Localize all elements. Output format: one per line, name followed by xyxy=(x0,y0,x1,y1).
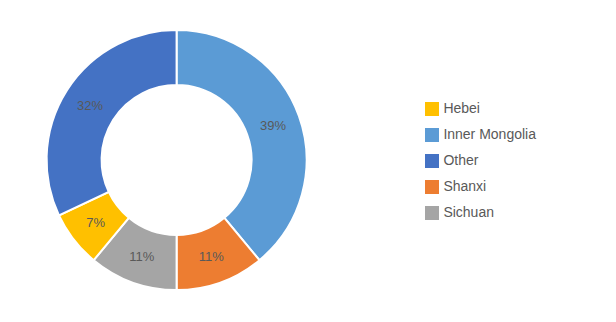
html-text:Sichuan: Sichuan xyxy=(443,204,494,220)
svg-text:7%: 7% xyxy=(86,215,105,230)
html-text:Other: Other xyxy=(443,152,479,168)
svg-text:39%: 39% xyxy=(260,118,286,133)
svg-text:11%: 11% xyxy=(199,249,224,264)
html-text:Inner Mongolia: Inner Mongolia xyxy=(443,126,536,142)
html-text:Hebei: Hebei xyxy=(443,100,480,116)
svg-text:11%: 11% xyxy=(129,249,154,264)
html-text:Shanxi: Shanxi xyxy=(443,178,487,194)
svg-text:32%: 32% xyxy=(77,98,103,113)
